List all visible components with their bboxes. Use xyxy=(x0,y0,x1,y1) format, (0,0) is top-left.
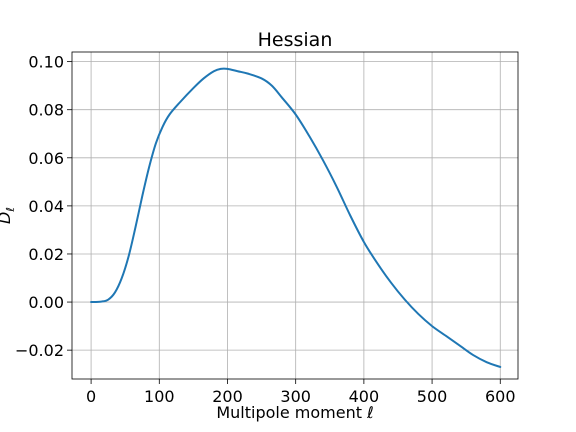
x-tick-label: 200 xyxy=(212,387,243,406)
y-axis-label: Dℓ xyxy=(0,207,17,224)
chart-title: Hessian xyxy=(258,29,333,51)
x-tick-label: 100 xyxy=(144,387,175,406)
grid xyxy=(72,52,518,379)
x-axis-label: Multipole moment ℓ xyxy=(216,403,373,422)
y-tick-label: 0.00 xyxy=(28,293,64,312)
series-layer xyxy=(90,67,502,368)
x-tick-label: 0 xyxy=(86,387,96,406)
plot-frame xyxy=(71,51,519,380)
y-tick-label: 0.06 xyxy=(28,149,64,168)
x-tick-label: 500 xyxy=(417,387,448,406)
y-tick-label: 0.02 xyxy=(28,245,64,264)
ticks: 0 100 200 300 400 500 600 −0.02 0.00 0.02 0.04 0.06… xyxy=(15,53,516,406)
y-tick-label: −0.02 xyxy=(15,341,64,360)
y-tick-label: 0.08 xyxy=(28,101,64,120)
x-tick-label: 300 xyxy=(280,387,311,406)
x-tick-label: 400 xyxy=(349,387,380,406)
series-line xyxy=(90,67,502,368)
y-tick-label: 0.10 xyxy=(28,53,64,72)
y-tick-label: 0.04 xyxy=(28,197,64,216)
x-tick-label: 600 xyxy=(485,387,516,406)
